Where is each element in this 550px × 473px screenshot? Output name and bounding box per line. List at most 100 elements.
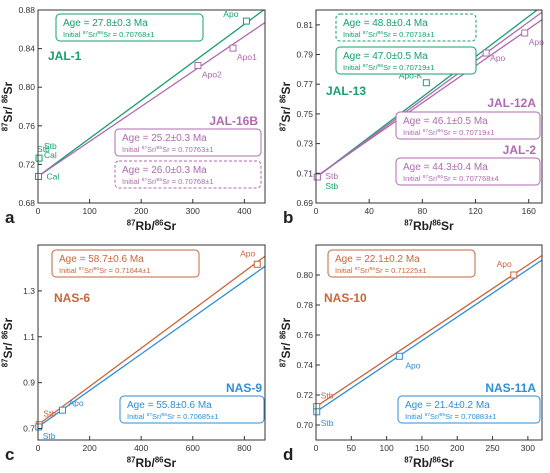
sample-name: JAL-1 — [48, 49, 82, 63]
sample-name: JAL-12A — [487, 96, 536, 110]
sample-name: JAL-16B — [209, 114, 258, 128]
x-tick-label: 250 — [485, 443, 499, 453]
y-tick-label: 0.7 — [23, 424, 35, 434]
x-tick-label: 40 — [364, 206, 374, 216]
y-tick-label: 1.1 — [23, 332, 35, 342]
sample-name: NAS-11A — [485, 381, 536, 395]
initial-ratio-text: Initial 87Sr/86Sr = 0.707768±4 — [403, 174, 499, 183]
y-tick-label: 0.79 — [296, 50, 313, 60]
x-tick-label: 100 — [380, 443, 394, 453]
point-label: Apo1 — [237, 52, 257, 62]
x-tick-label: 400 — [134, 443, 148, 453]
age-text: Age = 46.1±0.5 Ma — [403, 116, 488, 127]
data-point — [521, 29, 529, 37]
initial-ratio-text: Initial 87Sr/86Sr = 0.70763±1 — [122, 145, 214, 154]
y-tick-label: 0.73 — [296, 139, 313, 149]
point-label: Stb — [325, 171, 338, 181]
panel-c: Stb Apo Stb Apo 0 200 400 600 800 0.7 0.9 1.1 1.3 87R… — [0, 244, 266, 470]
sample-name: JAL-13 — [326, 84, 366, 98]
box-frame — [335, 13, 477, 42]
age-text: Age = 44.3±0.4 Ma — [403, 162, 488, 173]
regression-line — [38, 265, 265, 428]
point-label: Stb — [37, 144, 50, 154]
age-text: Age = 22.1±0.2 Ma — [335, 254, 420, 265]
x-axis-label: 87Rb/86Sr — [404, 455, 454, 468]
sample-name: NAS-10 — [324, 291, 367, 305]
data-point — [59, 406, 67, 414]
point-label: Stb — [43, 431, 56, 441]
y-axis-label: 87Sr/ 86Sr — [0, 317, 15, 367]
initial-ratio-text: Initial 87Sr/86Sr = 0.71225±1 — [335, 266, 427, 275]
initial-ratio-text: Initial 87Sr/86Sr = 0.71644±1 — [59, 266, 151, 275]
data-point — [35, 154, 43, 162]
x-tick-label: 80 — [418, 206, 428, 216]
y-tick-label: 1.3 — [23, 286, 35, 296]
regression-line — [38, 255, 265, 426]
age-text: Age = 25.2±0.3 Ma — [122, 133, 207, 144]
age-text: Age = 47.0±0.5 Ma — [343, 51, 428, 62]
y-tick-label: 0.68 — [18, 198, 35, 208]
x-tick-label: 200 — [82, 443, 96, 453]
box-frame — [51, 249, 200, 278]
data-point — [313, 173, 321, 181]
y-tick-label: 0.72 — [296, 390, 313, 400]
plot-frame — [315, 244, 543, 441]
x-tick-label: 150 — [415, 443, 429, 453]
age-text: Age = 58.7±0.6 Ma — [59, 254, 144, 265]
x-tick-label: 0 — [314, 206, 319, 216]
regression-line — [316, 254, 542, 408]
point-label: Stb — [44, 141, 57, 151]
panel-letter: c — [5, 445, 14, 464]
y-tick-label: 0.78 — [296, 300, 313, 310]
initial-ratio-text: Initial 87Sr/86Sr = 0.70768±1 — [122, 177, 214, 186]
age-text: Age = 48.8±0.4 Ma — [343, 18, 428, 29]
y-tick-label: 0.9 — [23, 378, 35, 388]
data-point — [422, 79, 430, 87]
x-axis-label: 87Rb/86Sr — [127, 218, 177, 233]
data-point — [395, 352, 403, 360]
point-label: Stb — [321, 418, 334, 428]
y-tick-label: 0.80 — [18, 82, 35, 92]
sample-name: NAS-6 — [54, 291, 90, 305]
point-label: Apo-K — [399, 71, 423, 81]
x-tick-label: 160 — [522, 206, 536, 216]
x-tick-label: 100 — [82, 206, 96, 216]
point-label: Apo — [240, 248, 255, 258]
point-label: Apo — [405, 360, 420, 370]
age-text: Age = 55.8±0.6 Ma — [127, 400, 212, 411]
point-label: Cal — [47, 171, 60, 181]
x-tick-label: 400 — [237, 206, 251, 216]
box-frame — [119, 395, 265, 424]
y-tick-label: 0.72 — [18, 159, 35, 169]
data-point — [510, 271, 518, 279]
regression-line — [316, 19, 542, 178]
panel-b: StbApo-KApo-RStbApoApo040801201600.690.7… — [278, 9, 544, 233]
box-frame — [55, 13, 204, 42]
point-label: Apo — [223, 9, 238, 19]
x-tick-label: 300 — [521, 443, 535, 453]
sample-name: JAL-2 — [503, 143, 537, 157]
y-tick-label: 0.88 — [18, 5, 35, 15]
x-tick-label: 0 — [314, 443, 319, 453]
sample-name: NAS-9 — [226, 381, 262, 395]
point-label: Stb — [321, 391, 334, 401]
x-tick-label: 300 — [186, 206, 200, 216]
box-frame — [114, 160, 262, 189]
panel-letter: b — [283, 208, 293, 227]
data-point — [482, 49, 490, 57]
point-label: Stb — [325, 181, 338, 191]
data-point — [35, 172, 43, 180]
x-tick-label: 120 — [468, 206, 482, 216]
